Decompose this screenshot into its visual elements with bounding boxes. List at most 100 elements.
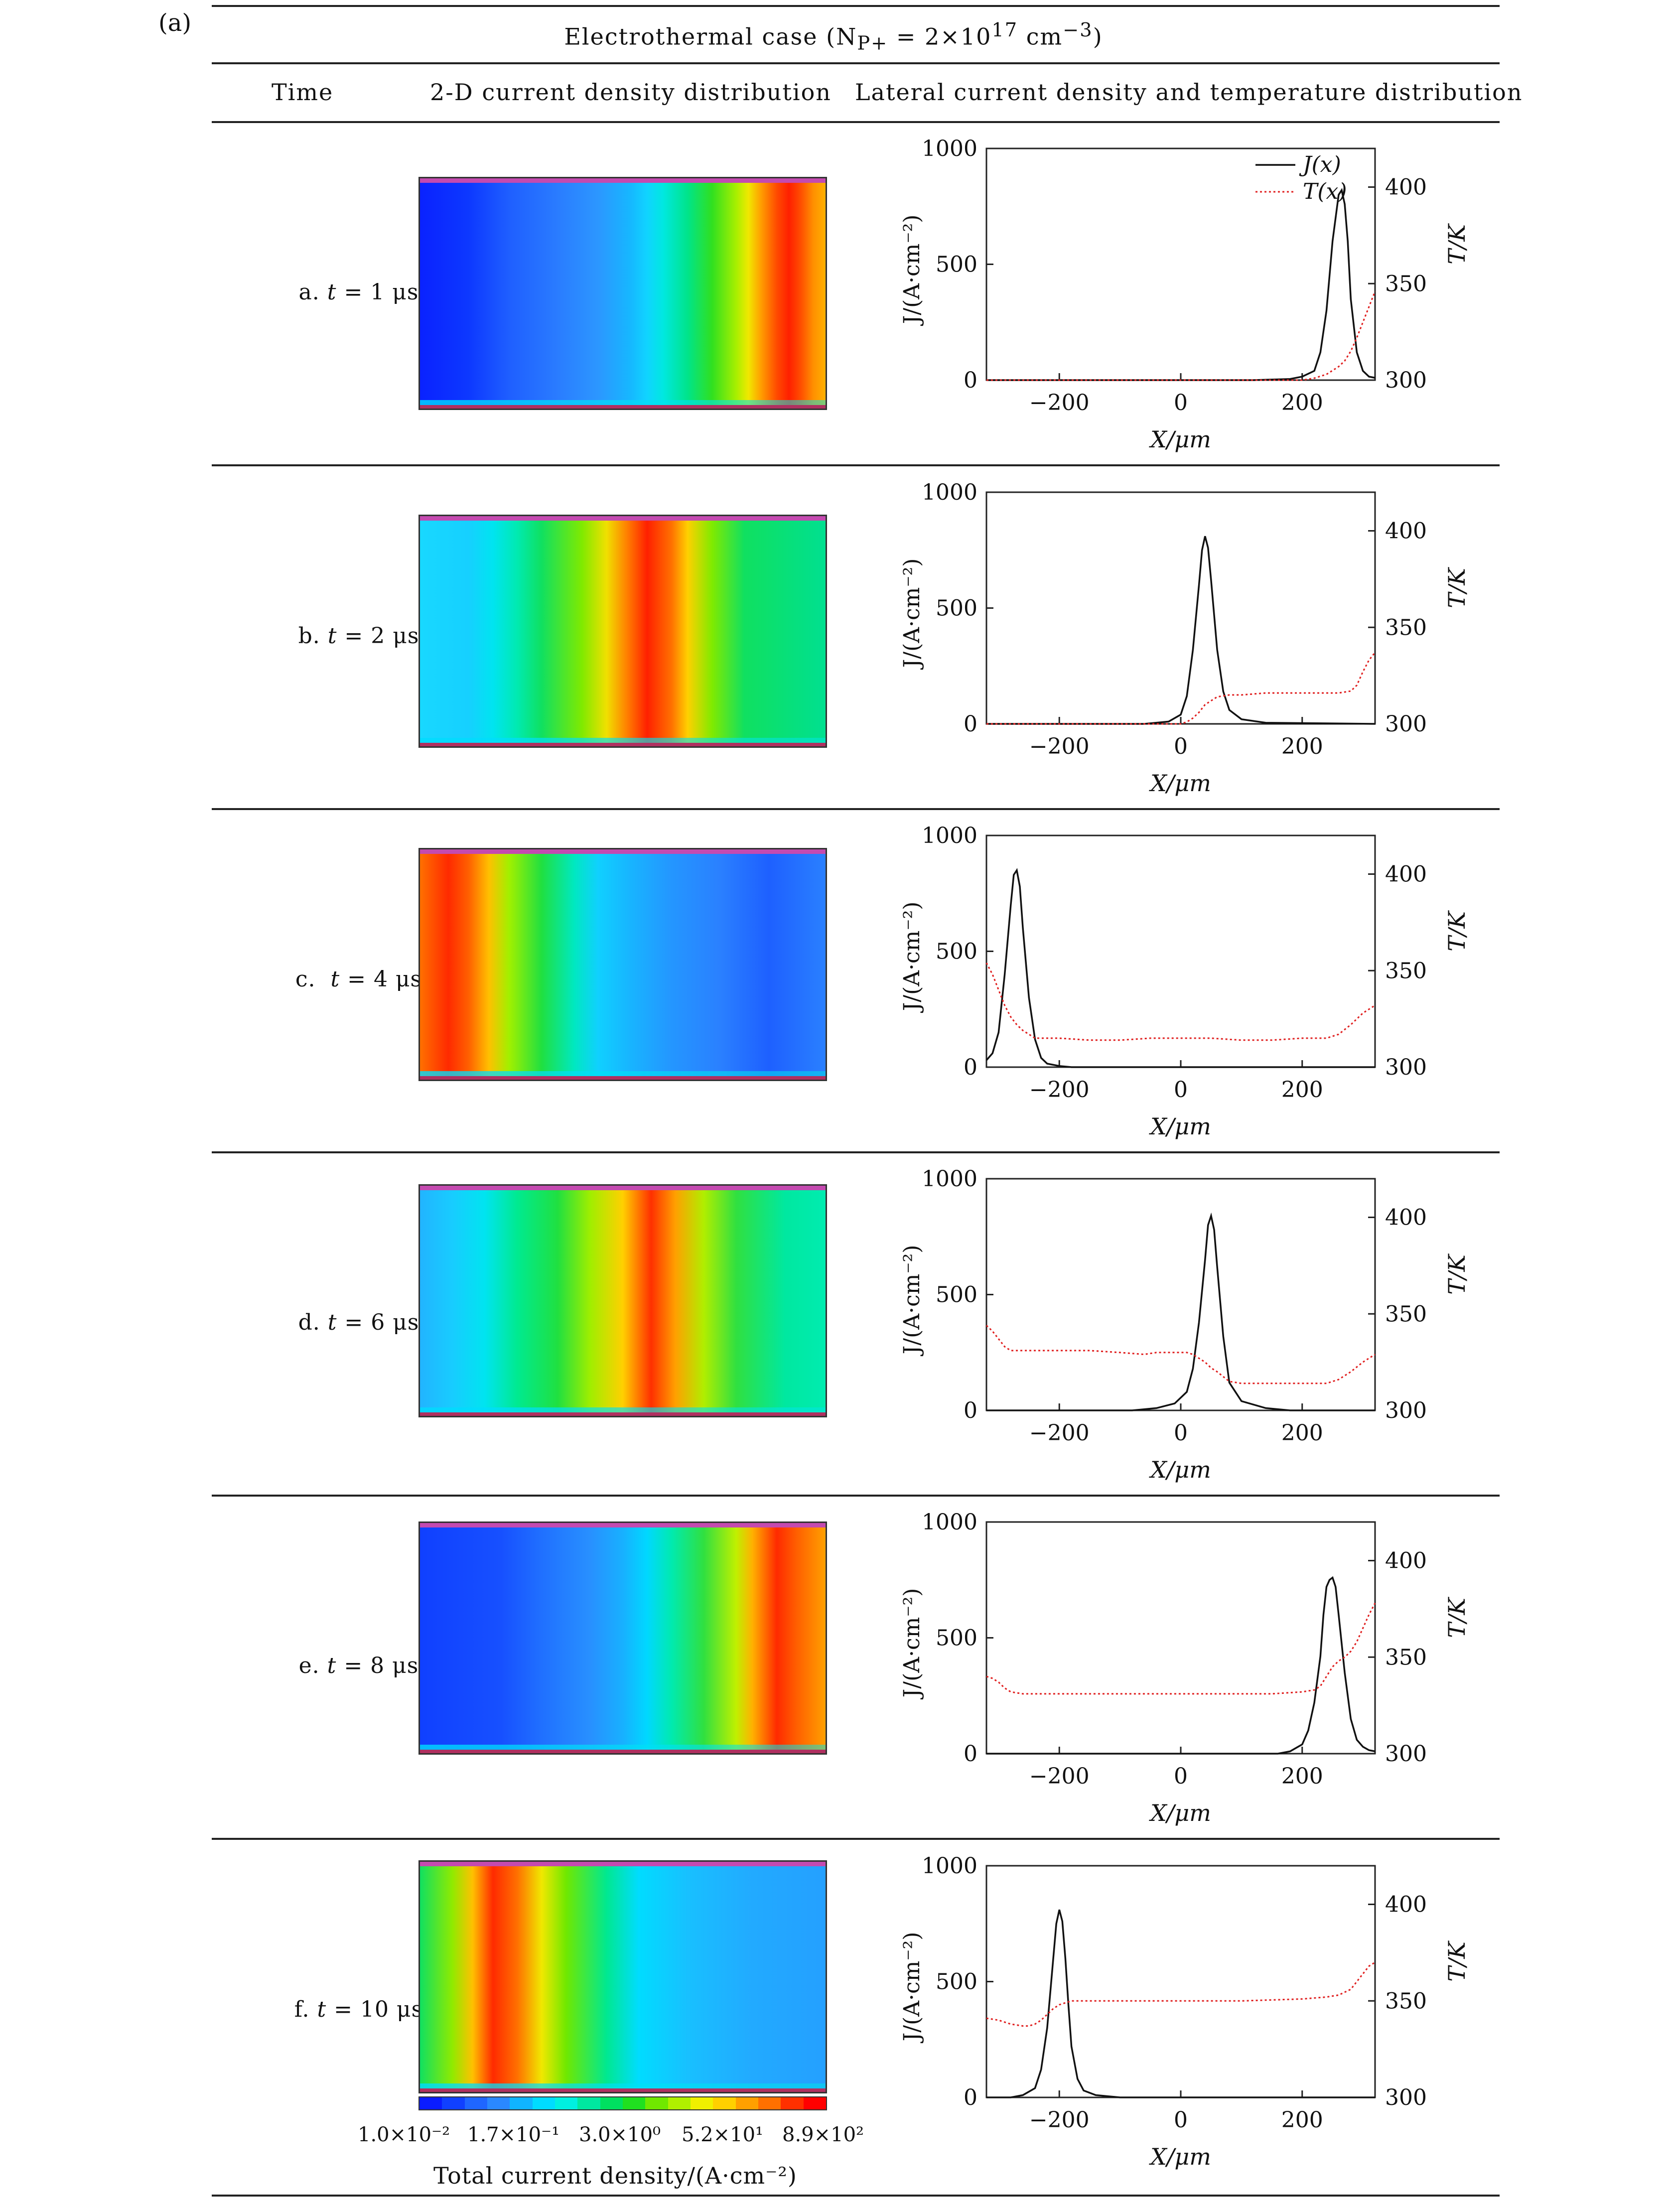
lateral-plot: −200 0 200 0 500 1000 300 350 400 X/μm J/(A·cm⁻²) T… <box>862 1156 1544 1525</box>
map-bottom-layer <box>420 1745 826 1750</box>
x-tick-label: 0 <box>1174 2107 1188 2133</box>
colorbar <box>418 2096 827 2110</box>
map-bottom-layer <box>420 738 826 743</box>
series-line-j <box>986 1909 1375 2098</box>
colorbar-segment <box>803 2097 826 2109</box>
current-density-map <box>418 1521 827 1755</box>
legend-label-t: T(x) <box>1303 179 1347 204</box>
lateral-plot-svg: −200 0 200 0 500 1000 300 350 400 X/μm J/(A·cm⁻²) T… <box>899 823 1470 1140</box>
y-left-axis-label: J/(A·cm⁻²) <box>899 215 925 326</box>
y-left-tick-label: 1000 <box>922 1853 977 1879</box>
x-axis-label: X/μm <box>1149 1113 1211 1140</box>
y-right-axis-label: T/K <box>1443 910 1470 952</box>
x-tick-label: 0 <box>1174 1764 1188 1789</box>
colorbar-segment <box>645 2097 668 2109</box>
lateral-plot-svg: −200 0 200 0 500 1000 300 350 400 X/μm J/(A·cm⁻²) T… <box>899 1853 1470 2170</box>
map-bottom-layer <box>420 1407 826 1412</box>
y-right-tick-label: 300 <box>1385 1398 1427 1423</box>
colorbar-segment <box>419 2097 442 2109</box>
colorbar-segment <box>622 2097 646 2109</box>
x-tick-label: 0 <box>1174 1420 1188 1446</box>
y-right-tick-label: 400 <box>1385 1205 1427 1231</box>
current-density-map <box>418 1860 827 2093</box>
colorbar-segment <box>600 2097 623 2109</box>
y-right-tick-label: 300 <box>1385 711 1427 737</box>
table-rule-header-bottom <box>212 121 1500 123</box>
y-right-tick-label: 350 <box>1385 1988 1427 2014</box>
table-rule-bottom <box>212 2195 1500 2197</box>
row-separator <box>212 1495 1500 1497</box>
y-left-tick-label: 0 <box>964 1055 977 1080</box>
x-tick-label: −200 <box>1029 1420 1090 1446</box>
series-line-t <box>985 963 1376 1041</box>
map-top-contact <box>420 849 826 854</box>
y-right-tick-label: 300 <box>1385 368 1427 393</box>
y-right-tick-label: 400 <box>1385 1548 1427 1574</box>
colorbar-tick-label: 5.2×10¹ <box>682 2123 764 2146</box>
row-time-label: a. t = 1 μs <box>298 279 419 305</box>
y-left-tick-label: 1000 <box>922 136 977 161</box>
table-rule-header <box>212 62 1500 64</box>
plot-frame <box>985 1521 1376 1755</box>
map-bottom-layer <box>420 400 826 405</box>
series-line-j <box>986 1576 1376 1755</box>
x-axis-label: X/μm <box>1149 1799 1211 1826</box>
row-separator <box>212 808 1500 810</box>
y-right-axis-label: T/K <box>1443 1940 1470 1982</box>
x-axis-label: X/μm <box>1149 426 1211 453</box>
y-right-axis-label: T/K <box>1443 567 1470 608</box>
colorbar-segment <box>442 2097 465 2109</box>
map-top-contact <box>420 1523 826 1527</box>
colorbar-segment <box>464 2097 487 2109</box>
row-time-label: e. t = 8 μs <box>298 1653 419 1678</box>
map-top-contact <box>420 516 826 521</box>
plot-frame <box>985 491 1376 725</box>
series-line-j <box>985 868 1375 1068</box>
x-tick-label: −200 <box>1029 1077 1090 1103</box>
y-right-tick-label: 400 <box>1385 519 1427 544</box>
map-bottom-contact <box>420 2088 826 2092</box>
y-left-tick-label: 0 <box>964 1741 977 1767</box>
series-line-t <box>986 291 1376 381</box>
y-right-axis-label: T/K <box>1443 1253 1470 1295</box>
x-tick-label: −200 <box>1029 390 1090 415</box>
series-line-j <box>986 188 1376 381</box>
series-line-t <box>986 1961 1376 2027</box>
y-right-tick-label: 400 <box>1385 862 1427 887</box>
plot-frame <box>985 1178 1376 1411</box>
y-left-tick-label: 1000 <box>922 1166 977 1192</box>
colorbar-segment <box>668 2097 691 2109</box>
colorbar-segment <box>758 2097 781 2109</box>
y-left-axis-label: J/(A·cm⁻²) <box>899 1932 925 2044</box>
current-density-map <box>418 177 827 410</box>
table-title: Electrothermal case (NP+ = 2×1017 cm−3) <box>564 19 1103 55</box>
y-left-axis-label: J/(A·cm⁻²) <box>899 1588 925 1700</box>
y-right-tick-label: 400 <box>1385 175 1427 200</box>
x-tick-label: 200 <box>1281 390 1323 415</box>
column-header-lateral: Lateral current density and temperature … <box>855 79 1523 106</box>
y-right-tick-label: 350 <box>1385 1645 1427 1670</box>
lateral-plot: −200 0 200 0 500 1000 300 350 400 X/μm J/(A·cm⁻²) T… <box>862 813 1544 1182</box>
colorbar-segment <box>577 2097 600 2109</box>
lateral-plot-svg: −200 0 200 0 500 1000 300 350 400 X/μm J/(A·cm⁻²) T… <box>899 1510 1470 1826</box>
colorbar-segment <box>487 2097 510 2109</box>
y-right-tick-label: 300 <box>1385 2085 1427 2110</box>
y-left-axis-label: J/(A·cm⁻²) <box>899 558 925 670</box>
y-left-tick-label: 0 <box>964 368 977 393</box>
colorbar-tick-label: 1.7×10⁻¹ <box>467 2123 560 2146</box>
map-bottom-contact <box>420 743 826 746</box>
current-density-map <box>418 515 827 748</box>
row-time-label: c. t = 4 μs <box>295 967 422 992</box>
lateral-plot-svg: −200 0 200 0 500 1000 300 350 400 X/μm J/(A·cm⁻²) T… <box>899 136 1470 453</box>
y-left-tick-label: 500 <box>936 939 977 965</box>
y-left-tick-label: 0 <box>964 1398 977 1423</box>
map-bottom-layer <box>420 2083 826 2088</box>
y-left-tick-label: 0 <box>964 711 977 737</box>
x-tick-label: −200 <box>1029 1764 1090 1789</box>
x-tick-label: 0 <box>1174 1077 1188 1103</box>
figure-tag: (a) <box>158 9 192 37</box>
colorbar-segment <box>555 2097 578 2109</box>
y-left-tick-label: 500 <box>936 596 977 621</box>
current-density-map <box>418 848 827 1081</box>
y-left-tick-label: 500 <box>936 252 977 277</box>
